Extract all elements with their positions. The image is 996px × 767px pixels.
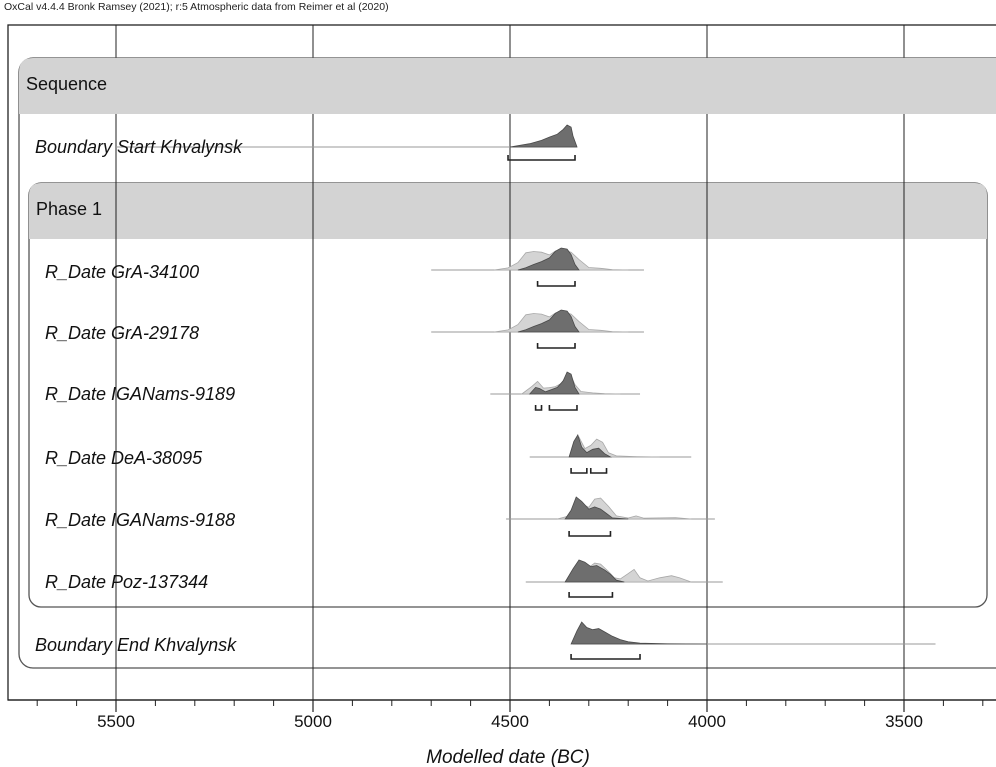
hpd-range-bracket [507, 155, 576, 161]
phase-header [29, 183, 987, 239]
tick-label: 5000 [294, 712, 332, 731]
sequence-label: Sequence [26, 74, 107, 94]
posterior-curve [517, 309, 580, 333]
posterior-curve [568, 434, 613, 458]
row-label: R_Date DeA-38095 [45, 448, 203, 468]
row-label: R_Date GrA-29178 [45, 323, 199, 343]
tick-label: 4500 [491, 712, 529, 731]
hpd-range-bracket [548, 405, 578, 411]
tick-label: 4000 [688, 712, 726, 731]
distributions [116, 124, 936, 660]
row-labels: Boundary Start Khvalynsk R_Date GrA-34100… [35, 137, 243, 655]
oxcal-header: OxCal v4.4.4 Bronk Ramsey (2021); r:5 At… [4, 1, 389, 13]
phase-label: Phase 1 [36, 199, 102, 219]
posterior-curve [517, 247, 580, 271]
tick-label: 5500 [97, 712, 135, 731]
posterior-curve [564, 496, 629, 520]
tick-label: 3500 [885, 712, 923, 731]
x-axis-ticks: 5500 5000 4500 4000 3500 [36, 700, 984, 731]
hpd-range-bracket [568, 531, 612, 537]
hpd-range-bracket [536, 281, 576, 287]
hpd-range-bracket [536, 343, 576, 349]
hpd-range-bracket [570, 468, 588, 474]
hpd-range-bracket [568, 592, 614, 598]
hpd-range-bracket [570, 654, 641, 660]
row-label: Boundary Start Khvalynsk [35, 137, 243, 157]
grid-lines-overlay [115, 114, 905, 700]
hpd-range-bracket [534, 405, 543, 411]
sequence-header [19, 58, 996, 114]
posterior-curve [509, 124, 578, 148]
row-label: Boundary End Khvalynsk [35, 635, 237, 655]
row-label: R_Date IGANams-9189 [45, 384, 235, 404]
x-axis-title: Modelled date (BC) [426, 747, 590, 767]
posterior-curve [528, 371, 580, 395]
row-label: R_Date IGANams-9188 [45, 510, 235, 530]
row-label: R_Date Poz-137344 [45, 572, 208, 592]
posterior-curve [564, 559, 625, 583]
hpd-range-bracket [589, 468, 608, 474]
row-label: R_Date GrA-34100 [45, 262, 199, 282]
posterior-curve [570, 621, 708, 645]
